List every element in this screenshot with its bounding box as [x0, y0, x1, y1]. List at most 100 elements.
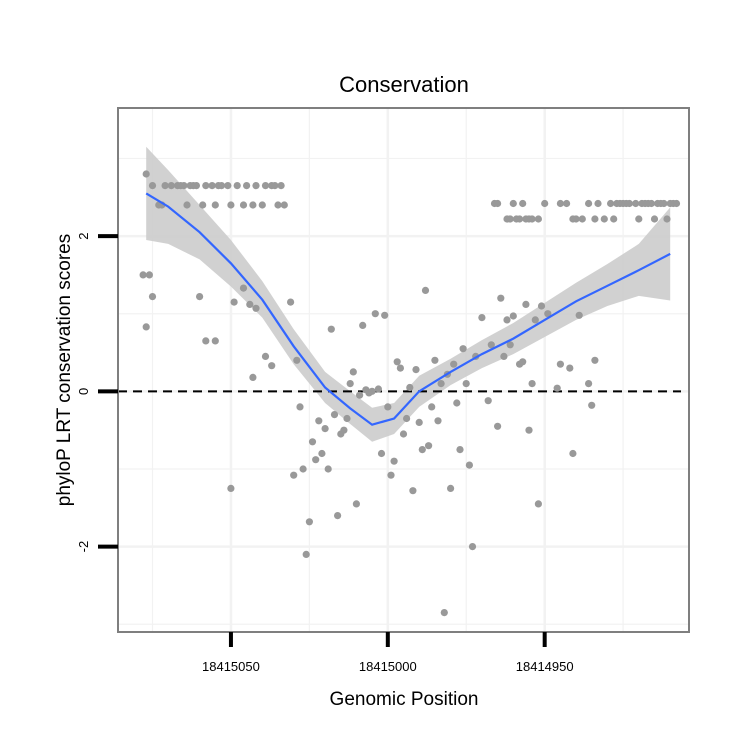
data-point: [233, 182, 241, 190]
data-point: [359, 321, 367, 329]
data-point: [553, 384, 561, 392]
data-point: [453, 399, 461, 407]
data-point: [211, 201, 219, 209]
data-point: [556, 199, 565, 208]
data-point: [290, 471, 298, 479]
data-point: [588, 401, 596, 409]
data-point: [537, 302, 546, 310]
data-point: [139, 271, 147, 279]
data-point: [381, 311, 389, 319]
data-point: [534, 500, 543, 508]
data-point: [148, 182, 157, 190]
data-point: [440, 609, 448, 617]
confidence-band-area: [146, 146, 671, 442]
data-point: [352, 500, 360, 508]
data-point: [450, 360, 458, 368]
data-point: [202, 337, 210, 345]
data-point: [318, 449, 326, 458]
data-point: [415, 418, 423, 426]
y-tick-label: 2: [76, 232, 91, 239]
data-point: [271, 182, 279, 190]
y-tick-label: 0: [76, 388, 91, 395]
data-point: [434, 417, 442, 425]
data-point: [368, 387, 376, 395]
data-point: [377, 449, 386, 458]
data-point: [387, 471, 395, 479]
data-point: [431, 356, 439, 364]
data-point: [199, 201, 207, 209]
data-point: [569, 449, 577, 458]
data-point: [393, 358, 401, 366]
data-point: [591, 356, 599, 364]
data-point: [635, 215, 643, 223]
smooth-line-path: [145, 192, 671, 426]
data-point: [356, 391, 364, 399]
plot-panel-border: [117, 107, 690, 633]
data-point: [312, 456, 320, 464]
data-point: [484, 397, 492, 405]
data-point: [252, 304, 260, 312]
x-axis-label: Genomic Position: [330, 689, 479, 710]
data-point: [528, 215, 536, 223]
data-point: [544, 310, 552, 318]
data-point: [421, 286, 430, 294]
data-point: [575, 311, 583, 319]
data-point: [459, 345, 467, 353]
data-point: [243, 182, 251, 190]
data-point: [650, 215, 659, 223]
data-point: [647, 199, 656, 208]
data-point: [418, 446, 426, 454]
data-point: [519, 358, 527, 366]
data-point: [525, 426, 533, 434]
data-point: [346, 380, 354, 388]
data-point: [142, 170, 150, 178]
data-point: [180, 182, 188, 190]
confidence-band: [146, 146, 671, 442]
data-point: [261, 352, 270, 360]
data-point: [374, 385, 382, 393]
data-point: [632, 199, 640, 208]
data-point: [503, 316, 511, 324]
data-point: [202, 182, 210, 190]
data-point: [497, 294, 505, 302]
data-point: [324, 465, 332, 473]
data-point: [305, 518, 313, 526]
data-point: [192, 182, 200, 190]
data-point: [578, 215, 586, 223]
data-point: [563, 199, 571, 208]
data-point: [330, 411, 339, 419]
data-point: [412, 366, 420, 374]
data-point: [239, 284, 248, 292]
data-point: [585, 199, 593, 208]
data-point: [528, 380, 536, 388]
data-point: [296, 403, 304, 411]
data-point: [287, 298, 295, 306]
y-axis: -2 0 2: [76, 232, 118, 552]
data-point: [227, 484, 235, 492]
data-point: [516, 215, 524, 223]
data-point: [208, 182, 216, 190]
chart-title: Conservation: [339, 72, 469, 97]
data-point: [625, 199, 634, 208]
grid-lines: [118, 108, 689, 632]
data-point: [252, 182, 260, 190]
data-point: [541, 199, 549, 208]
data-point: [534, 215, 543, 223]
data-point: [343, 414, 351, 423]
data-point: [196, 293, 204, 301]
data-point: [506, 215, 514, 223]
data-point: [277, 182, 285, 190]
data-point: [437, 380, 445, 388]
data-point: [660, 199, 668, 208]
data-point: [399, 430, 408, 438]
loess-smooth-line: [145, 192, 671, 426]
data-point: [462, 380, 470, 388]
data-point: [591, 215, 599, 223]
data-point: [249, 201, 257, 209]
data-point: [371, 310, 379, 318]
data-point: [302, 550, 310, 559]
data-point: [224, 182, 232, 190]
data-point: [531, 316, 539, 324]
x-tick-label: 18414950: [516, 659, 574, 674]
